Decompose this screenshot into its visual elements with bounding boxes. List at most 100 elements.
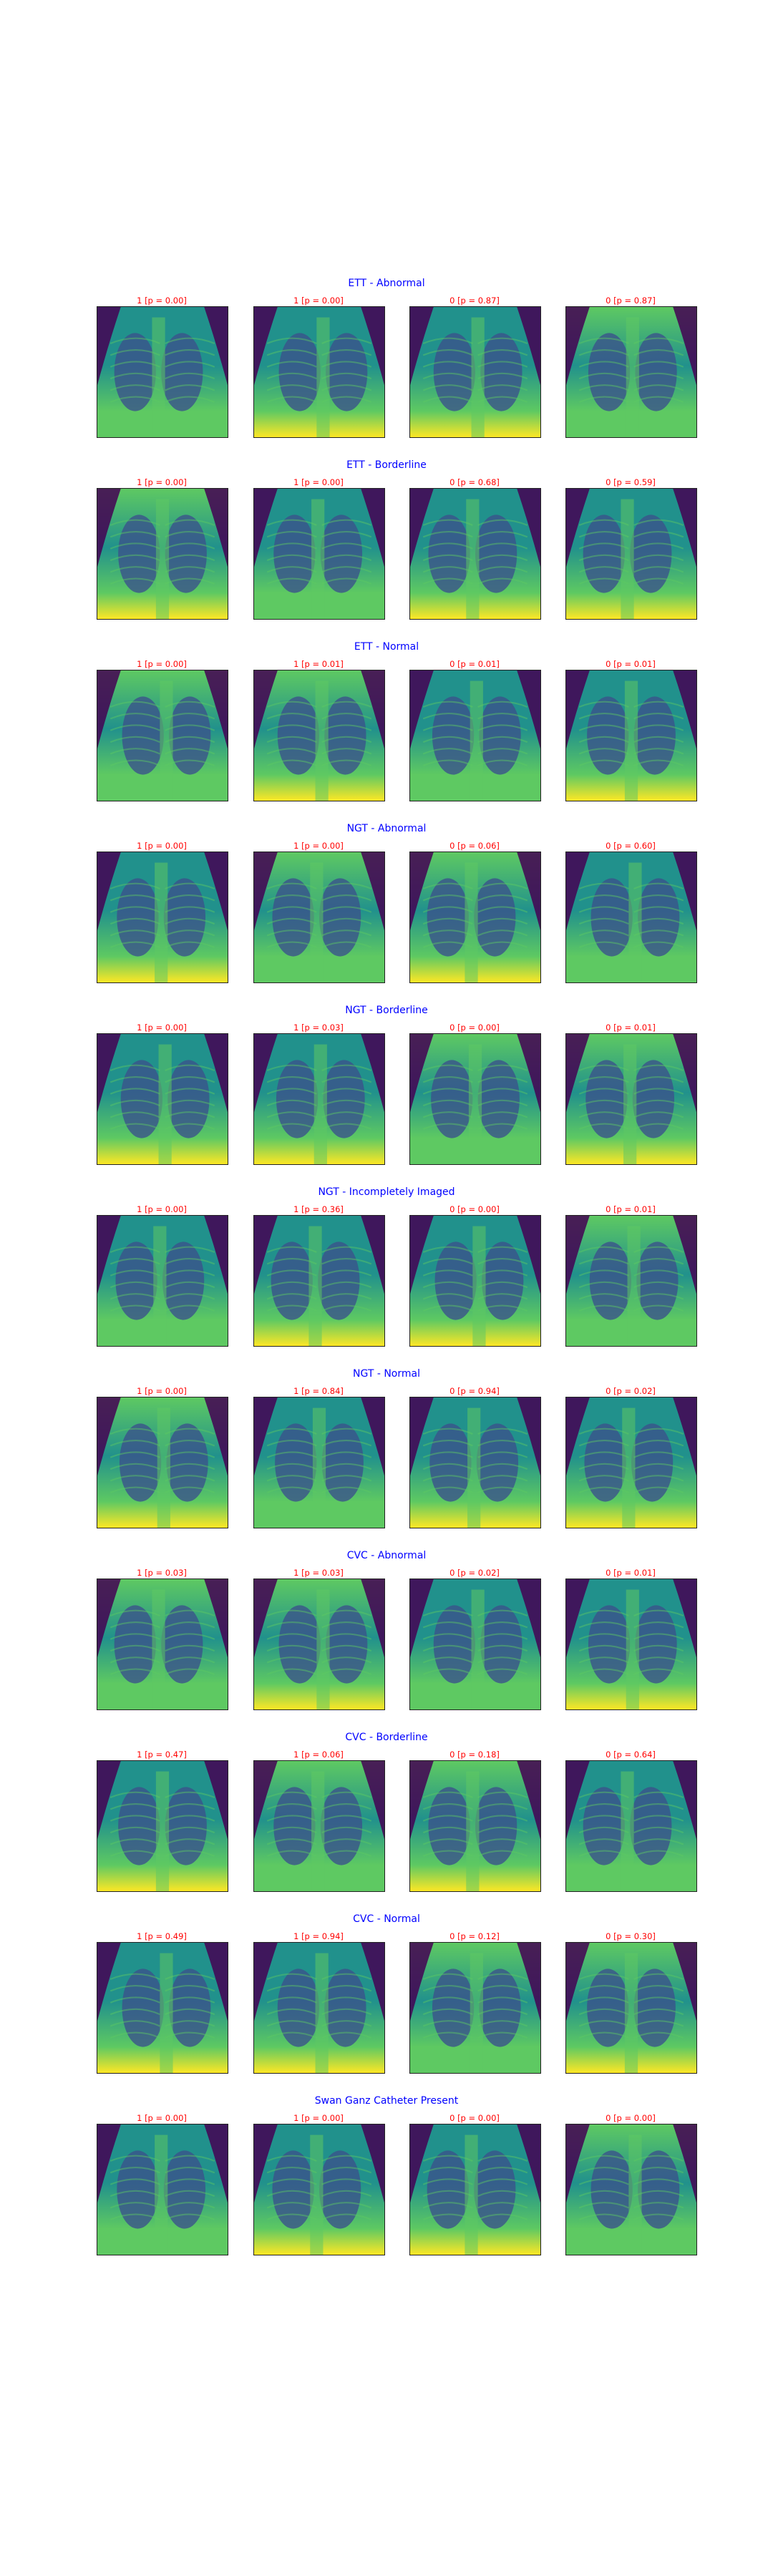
chest-xray-image [97,1942,228,2074]
row-title: CVC - Normal [353,1913,420,1925]
chest-xray-image [253,2124,385,2255]
chest-xray-image [253,1215,385,1347]
chest-xray-image [97,1579,228,1710]
chest-xray-image [565,1579,697,1710]
prediction-caption: 1 [p = 0.00] [137,841,187,851]
prediction-caption: 1 [p = 0.00] [137,1386,187,1396]
prediction-caption: 0 [p = 0.00] [449,2113,500,2123]
chest-xray-image [97,852,228,983]
chest-xray-image [565,852,697,983]
prediction-caption: 1 [p = 0.00] [137,2113,187,2123]
row-title: Swan Ganz Catheter Present [314,2095,459,2107]
chest-xray-image [565,1942,697,2074]
chest-xray-image [97,488,228,620]
chest-xray-image [565,1215,697,1347]
prediction-caption: 0 [p = 0.00] [449,1023,500,1033]
row-title: NGT - Abnormal [346,823,427,834]
chest-xray-image [253,670,385,801]
chest-xray-image [253,488,385,620]
prediction-caption: 1 [p = 0.00] [293,841,344,851]
prediction-caption: 1 [p = 0.94] [293,1931,344,1941]
row-title: ETT - Abnormal [348,278,425,289]
chest-xray-image [97,670,228,801]
prediction-caption: 1 [p = 0.00] [137,296,187,306]
prediction-caption: 0 [p = 0.01] [449,659,500,669]
chest-xray-image [97,2124,228,2255]
prediction-caption: 1 [p = 0.47] [137,1750,187,1760]
chest-xray-image [97,1215,228,1347]
prediction-caption: 1 [p = 0.00] [293,2113,344,2123]
prediction-caption: 1 [p = 0.00] [137,659,187,669]
chest-xray-image [565,1397,697,1528]
chest-xray-image [565,670,697,801]
prediction-caption: 1 [p = 0.00] [293,296,344,306]
prediction-caption: 1 [p = 0.00] [137,477,187,487]
chest-xray-image [565,306,697,438]
prediction-caption: 1 [p = 0.01] [293,659,344,669]
prediction-caption: 0 [p = 0.01] [606,1204,656,1214]
prediction-caption: 0 [p = 0.87] [606,296,656,306]
prediction-caption: 0 [p = 0.60] [606,841,656,851]
prediction-caption: 0 [p = 0.01] [606,659,656,669]
chest-xray-image [253,1942,385,2074]
prediction-caption: 0 [p = 0.59] [606,477,656,487]
prediction-caption: 0 [p = 0.00] [449,1204,500,1214]
row-title: ETT - Normal [354,641,419,653]
chest-xray-image [409,1760,541,1892]
chest-xray-image [409,2124,541,2255]
row-title: CVC - Abnormal [346,1550,427,1561]
chest-xray-image [565,1760,697,1892]
chest-xray-image [409,670,541,801]
prediction-caption: 0 [p = 0.00] [606,2113,656,2123]
chest-xray-image [409,306,541,438]
prediction-caption: 0 [p = 0.01] [606,1023,656,1033]
chest-xray-image [253,852,385,983]
prediction-caption: 0 [p = 0.94] [449,1386,500,1396]
chest-xray-image [253,1579,385,1710]
chest-xray-image [565,1033,697,1165]
row-title: NGT - Incompletely Imaged [318,1186,455,1198]
prediction-caption: 1 [p = 0.03] [293,1023,344,1033]
chest-xray-image [253,306,385,438]
chest-xray-image [409,1033,541,1165]
prediction-caption: 1 [p = 0.03] [293,1568,344,1578]
chest-xray-image [409,852,541,983]
prediction-caption: 1 [p = 0.00] [137,1204,187,1214]
row-title: NGT - Borderline [345,1005,428,1016]
prediction-caption: 1 [p = 0.06] [293,1750,344,1760]
prediction-caption: 0 [p = 0.87] [449,296,500,306]
prediction-caption: 1 [p = 0.00] [137,1023,187,1033]
row-title: NGT - Normal [353,1368,420,1380]
prediction-caption: 0 [p = 0.18] [449,1750,500,1760]
chest-xray-image [565,2124,697,2255]
prediction-caption: 0 [p = 0.02] [449,1568,500,1578]
row-title: ETT - Borderline [346,459,427,471]
prediction-caption: 0 [p = 0.30] [606,1931,656,1941]
chest-xray-image [409,1942,541,2074]
prediction-caption: 1 [p = 0.03] [137,1568,187,1578]
chest-xray-image [565,488,697,620]
chest-xray-image [97,1397,228,1528]
chest-xray-image [409,488,541,620]
prediction-caption: 0 [p = 0.12] [449,1931,500,1941]
chest-xray-image [409,1397,541,1528]
chest-xray-image [97,306,228,438]
chest-xray-image [409,1215,541,1347]
prediction-caption: 1 [p = 0.00] [293,477,344,487]
chest-xray-image [97,1033,228,1165]
prediction-caption: 1 [p = 0.36] [293,1204,344,1214]
prediction-caption: 0 [p = 0.68] [449,477,500,487]
prediction-caption: 1 [p = 0.84] [293,1386,344,1396]
chest-xray-image [253,1397,385,1528]
prediction-caption: 0 [p = 0.06] [449,841,500,851]
chest-xray-image [253,1033,385,1165]
row-title: CVC - Borderline [345,1732,428,1743]
chest-xray-image [409,1579,541,1710]
chest-xray-image [253,1760,385,1892]
prediction-caption: 0 [p = 0.64] [606,1750,656,1760]
prediction-caption: 1 [p = 0.49] [137,1931,187,1941]
prediction-caption: 0 [p = 0.01] [606,1568,656,1578]
prediction-caption: 0 [p = 0.02] [606,1386,656,1396]
chest-xray-image [97,1760,228,1892]
